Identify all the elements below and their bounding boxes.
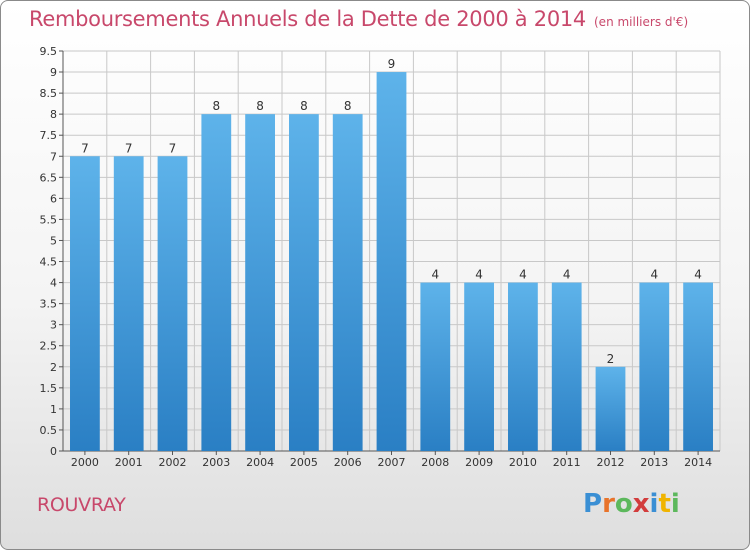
bar-value-label: 8 [212, 99, 220, 113]
bar-value-label: 8 [256, 99, 264, 113]
bar-2000 [70, 156, 100, 451]
chart-subtitle: (en milliers d'€) [594, 15, 689, 29]
bar-2004 [245, 114, 275, 451]
bar-2013 [639, 282, 670, 451]
x-tick-label: 2003 [202, 456, 230, 469]
bar-value-label: 4 [475, 268, 483, 282]
data-labels: 7 7 7 8 8 8 8 9 4 4 4 4 2 4 4 [81, 57, 702, 366]
bar-2005 [289, 114, 319, 451]
chart-title-text: Remboursements Annuels de la Dette de 20… [29, 7, 586, 31]
bar-2006 [332, 114, 363, 451]
y-tick-label: 2 [50, 361, 57, 374]
bar-2003 [201, 114, 232, 451]
x-tick-label: 2010 [509, 456, 537, 469]
bar-2009 [464, 282, 494, 451]
y-tick-label: 7 [50, 150, 57, 163]
y-tick-label: 0.5 [40, 424, 58, 437]
y-tick-label: 3 [50, 319, 57, 332]
bar-value-label: 8 [300, 99, 308, 113]
bar-2008 [420, 282, 451, 451]
x-tick-label: 2002 [159, 456, 187, 469]
logo-letter: o [614, 489, 633, 519]
bar-2012 [595, 366, 626, 451]
y-tick-label: 6.5 [40, 171, 58, 184]
chart-title: Remboursements Annuels de la Dette de 20… [29, 7, 688, 31]
x-tick-label: 2008 [421, 456, 449, 469]
x-tick-label: 2001 [115, 456, 143, 469]
bar-value-label: 7 [169, 141, 177, 155]
y-tick-label: 1 [50, 403, 57, 416]
y-tick-label: 0 [50, 445, 57, 458]
bar-value-label: 2 [607, 352, 615, 366]
y-tick-label: 9.5 [40, 45, 58, 58]
x-tick-label: 2007 [378, 456, 406, 469]
y-tick-label: 5.5 [40, 213, 58, 226]
bars [70, 72, 713, 451]
proxiti-logo: Proxiti [583, 489, 680, 519]
logo-letter: t [658, 489, 671, 519]
y-tick-label: 9 [50, 66, 57, 79]
bar-value-label: 4 [563, 268, 571, 282]
bar-2011 [551, 282, 582, 451]
bar-2010 [508, 282, 538, 451]
y-tick-label: 7.5 [40, 129, 58, 142]
x-tick-label: 2004 [246, 456, 274, 469]
bar-value-label: 7 [125, 141, 133, 155]
bar-2014 [683, 282, 713, 451]
x-tick-label: 2000 [71, 456, 99, 469]
x-tick-label: 2012 [597, 456, 625, 469]
bar-value-label: 4 [650, 268, 658, 282]
bar-value-label: 4 [431, 268, 439, 282]
y-tick-label: 4.5 [40, 256, 58, 269]
commune-name: ROUVRAY [37, 494, 126, 516]
y-tick-label: 2.5 [40, 340, 58, 353]
logo-letter: i [649, 489, 659, 519]
logo-letter: i [670, 489, 680, 519]
y-tick-label: 3.5 [40, 298, 58, 311]
bar-value-label: 8 [344, 99, 352, 113]
bar-value-label: 9 [388, 57, 396, 71]
y-tick-label: 6 [50, 192, 57, 205]
bar-value-label: 4 [519, 268, 527, 282]
logo-letter: x [632, 489, 650, 519]
x-tick-label: 2006 [334, 456, 362, 469]
y-tick-label: 4 [50, 277, 57, 290]
axes: 0 0.5 1 1.5 2 2.5 3 3.5 4 4.5 5 5.5 6 6.5 7 7.5 8 8.5 9 9.5… [40, 45, 720, 469]
x-tick-label: 2014 [684, 456, 712, 469]
x-tick-label: 2005 [290, 456, 318, 469]
x-tick-label: 2009 [465, 456, 493, 469]
logo-letter: r [602, 489, 615, 519]
y-tick-label: 1.5 [40, 382, 58, 395]
bar-2002 [157, 156, 188, 451]
bar-2007 [376, 72, 407, 451]
x-tick-label: 2013 [640, 456, 668, 469]
bar-value-label: 4 [694, 268, 702, 282]
bar-2001 [113, 156, 144, 451]
x-tick-label: 2011 [553, 456, 581, 469]
logo-letter: P [583, 489, 603, 519]
y-tick-label: 8 [50, 108, 57, 121]
y-tick-label: 8.5 [40, 87, 58, 100]
bar-value-label: 7 [81, 141, 89, 155]
y-tick-label: 5 [50, 234, 57, 247]
